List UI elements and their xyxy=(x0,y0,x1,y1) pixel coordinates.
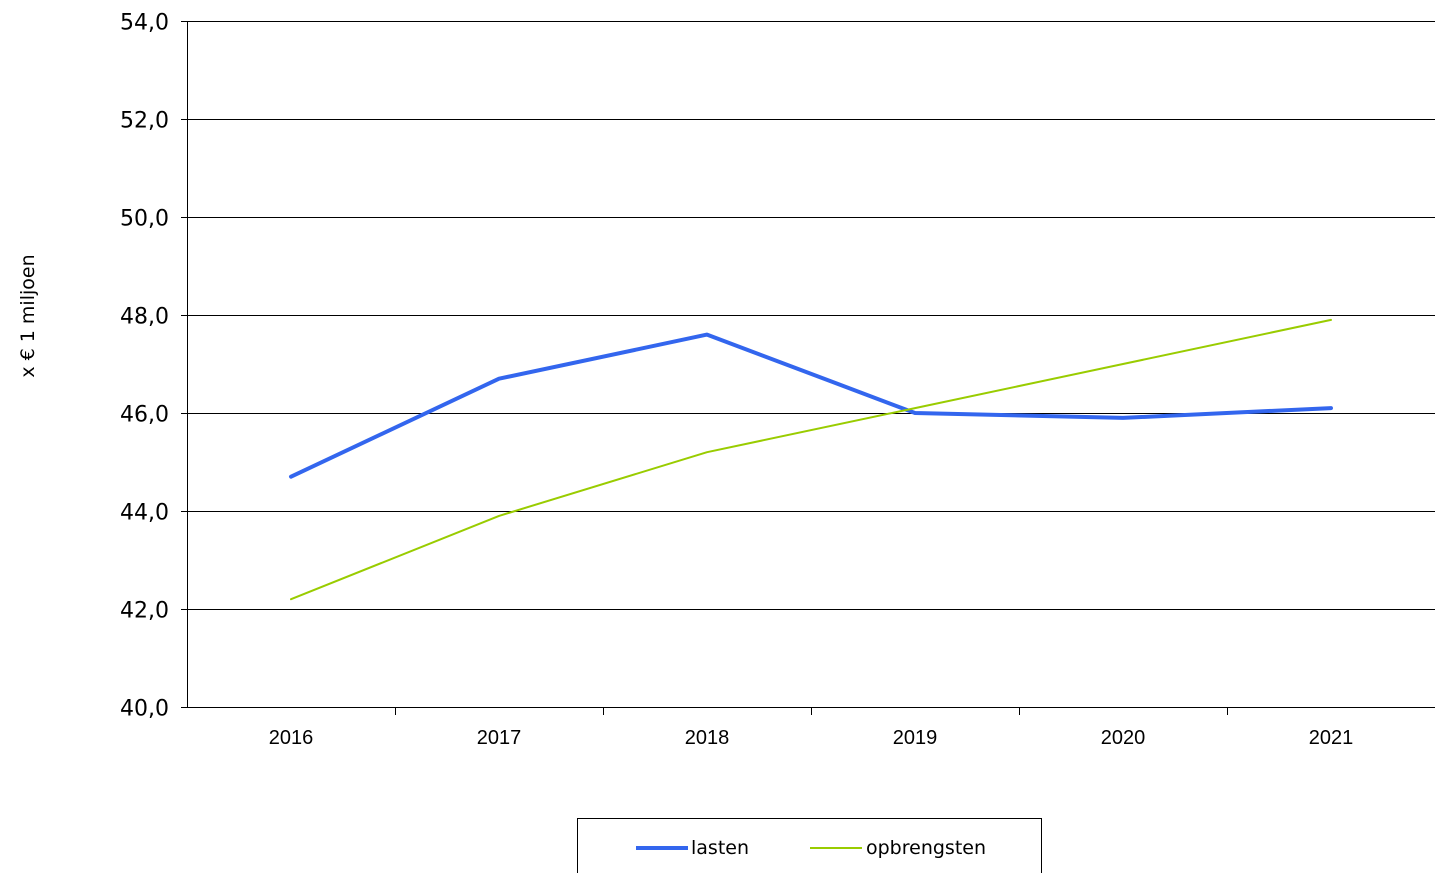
y-tick-label: 52,0 xyxy=(120,109,169,134)
axes xyxy=(181,21,1435,715)
y-axis-title: x € 1 miljoen xyxy=(17,254,39,377)
y-tick-label: 48,0 xyxy=(120,305,169,330)
legend-label-lasten: lasten xyxy=(691,837,749,859)
x-tick-label: 2016 xyxy=(269,727,314,749)
y-tick-label: 40,0 xyxy=(120,697,169,722)
y-tick-label: 46,0 xyxy=(120,403,169,428)
legend-label-opbrengsten: opbrengsten xyxy=(866,837,986,859)
x-tick-labels: 2016 2017 2018 2019 2020 2021 xyxy=(269,727,1354,749)
x-tick-label: 2018 xyxy=(685,727,730,749)
y-tick-label: 42,0 xyxy=(120,599,169,624)
y-tick-label: 44,0 xyxy=(120,501,169,526)
gridlines xyxy=(187,21,1435,610)
y-tick-label: 54,0 xyxy=(120,11,169,36)
series-line-opbrengsten xyxy=(290,318,1332,601)
x-tick-label: 2020 xyxy=(1101,727,1146,749)
y-tick-label: 50,0 xyxy=(120,207,169,232)
data-series xyxy=(289,318,1333,601)
x-tick-label: 2017 xyxy=(477,727,522,749)
legend: lasten opbrengsten xyxy=(577,818,1042,873)
x-tick-label: 2019 xyxy=(893,727,938,749)
series-line-lasten xyxy=(289,332,1333,479)
y-tick-labels: 40,0 42,0 44,0 46,0 48,0 50,0 52,0 54,0 xyxy=(120,11,169,722)
x-tick-label: 2021 xyxy=(1309,727,1354,749)
legend-box xyxy=(577,818,1042,873)
